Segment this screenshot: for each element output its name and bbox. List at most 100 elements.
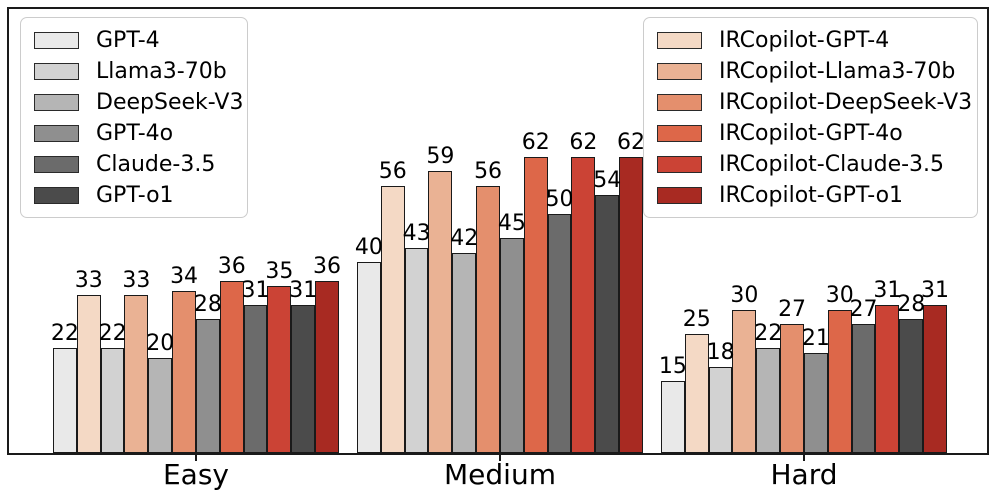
bar-value-label: 27 bbox=[778, 297, 807, 323]
bar-value-label: 25 bbox=[682, 306, 711, 332]
bar-ircopilot-gpt-4-medium bbox=[380, 185, 405, 453]
bar-group-easy: 22 33 22 33 20 34 28 36 31 35 31 36 bbox=[51, 254, 342, 453]
bar-ircopilot-llama3-70b-easy bbox=[124, 295, 149, 453]
bar-value-label: 22 bbox=[754, 320, 783, 346]
bar-col-ircopilot-gpt-4o-hard: 30 bbox=[825, 282, 854, 453]
bar-ircopilot-deepseek-v3-medium bbox=[476, 185, 500, 453]
bar-group-medium: 40 56 43 59 42 56 45 62 50 62 54 62 bbox=[354, 130, 645, 453]
bar-ircopilot-claude-3-5-hard bbox=[875, 305, 900, 453]
bar-col-gpt-4o-easy: 28 bbox=[194, 294, 222, 453]
legend-item-deepseek-v3: DeepSeek-V3 bbox=[31, 87, 243, 118]
bar-value-label: 35 bbox=[265, 258, 294, 284]
bar-value-label: 56 bbox=[378, 158, 407, 184]
bar-col-claude-3-5-medium: 50 bbox=[545, 187, 574, 453]
x-axis-label-medium: Medium bbox=[444, 458, 556, 491]
bar-col-ircopilot-gpt-4-hard: 25 bbox=[682, 306, 711, 453]
bar-col-llama3-70b-hard: 18 bbox=[706, 340, 735, 453]
bar-value-label: 31 bbox=[873, 278, 902, 304]
bar-col-ircopilot-deepseek-v3-hard: 27 bbox=[778, 297, 807, 453]
bar-gpt-o1-medium bbox=[595, 195, 620, 453]
bar-value-label: 28 bbox=[897, 292, 926, 318]
bar-value-label: 33 bbox=[74, 268, 103, 294]
bar-value-label: 30 bbox=[825, 282, 854, 308]
bar-col-ircopilot-gpt-4-easy: 33 bbox=[74, 268, 103, 453]
legend-label: GPT-4o bbox=[96, 120, 174, 146]
bar-ircopilot-gpt-o1-hard bbox=[923, 305, 947, 453]
legend-item-ircopilot-llama3-70b: IRCopilot-Llama3-70b bbox=[654, 56, 967, 87]
legend-label: Llama3-70b bbox=[96, 58, 227, 84]
bar-gpt-4o-easy bbox=[195, 319, 220, 453]
bar-col-ircopilot-gpt-o1-medium: 62 bbox=[617, 132, 645, 453]
bar-col-gpt-4o-hard: 21 bbox=[802, 327, 830, 453]
bar-deepseek-v3-hard bbox=[756, 347, 781, 453]
bar-col-ircopilot-gpt-4-medium: 56 bbox=[378, 158, 407, 453]
legend-item-ircopilot-deepseek-v3: IRCopilot-DeepSeek-V3 bbox=[654, 87, 972, 118]
legend-swatch-ircopilot-gpt-o1 bbox=[657, 187, 702, 204]
legend-swatch-llama3-70b bbox=[34, 63, 79, 80]
legend-item-claude-3-5: Claude-3.5 bbox=[31, 149, 237, 180]
bar-col-claude-3-5-hard: 27 bbox=[849, 297, 878, 453]
bar-gpt-4o-medium bbox=[499, 238, 524, 453]
bar-ircopilot-deepseek-v3-hard bbox=[780, 324, 804, 453]
bar-col-ircopilot-llama3-70b-medium: 59 bbox=[426, 144, 455, 453]
legend-label: Claude-3.5 bbox=[96, 151, 216, 177]
bar-ircopilot-gpt-4o-hard bbox=[827, 309, 852, 453]
bar-col-deepseek-v3-easy: 20 bbox=[146, 330, 175, 453]
bar-ircopilot-deepseek-v3-easy bbox=[172, 290, 196, 453]
bar-col-gpt-4o-medium: 45 bbox=[497, 211, 526, 453]
bar-value-label: 33 bbox=[122, 268, 151, 294]
bar-col-ircopilot-llama3-70b-hard: 30 bbox=[730, 282, 759, 453]
bar-value-label: 50 bbox=[545, 187, 574, 213]
legend-item-gpt-o1: GPT-o1 bbox=[31, 180, 237, 211]
bar-col-deepseek-v3-medium: 42 bbox=[450, 227, 478, 453]
bar-value-label: 27 bbox=[849, 297, 878, 323]
legend-label: IRCopilot-Llama3-70b bbox=[719, 58, 956, 84]
bar-value-label: 31 bbox=[241, 278, 270, 304]
bar-value-label: 36 bbox=[217, 254, 246, 280]
x-axis-label-hard: Hard bbox=[770, 458, 838, 491]
legend-label: IRCopilot-DeepSeek-V3 bbox=[719, 89, 973, 115]
bar-value-label: 30 bbox=[730, 282, 759, 308]
bar-value-label: 34 bbox=[170, 263, 199, 289]
bar-ircopilot-gpt-4o-medium bbox=[523, 157, 548, 453]
bar-value-label: 59 bbox=[426, 144, 455, 170]
bar-ircopilot-gpt-o1-easy bbox=[315, 281, 339, 453]
legend-label: IRCopilot-GPT-4 bbox=[719, 27, 890, 53]
bar-col-ircopilot-llama3-70b-easy: 33 bbox=[122, 268, 151, 453]
bar-ircopilot-gpt-o1-medium bbox=[619, 157, 643, 453]
bar-col-ircopilot-claude-3-5-medium: 62 bbox=[569, 132, 597, 453]
bar-gpt-4-hard bbox=[661, 381, 685, 453]
bar-value-label: 18 bbox=[706, 340, 735, 366]
bar-value-label: 40 bbox=[354, 235, 383, 261]
bar-col-gpt-o1-easy: 31 bbox=[289, 278, 318, 453]
bar-value-label: 31 bbox=[289, 278, 318, 304]
bar-value-label: 45 bbox=[497, 211, 526, 237]
bar-claude-3-5-hard bbox=[851, 324, 876, 453]
bar-gpt-4-easy bbox=[53, 347, 77, 453]
legend-swatch-ircopilot-gpt-4o bbox=[657, 125, 702, 142]
bar-llama3-70b-hard bbox=[708, 367, 733, 453]
bar-col-ircopilot-gpt-4o-easy: 36 bbox=[217, 254, 246, 453]
bar-value-label: 56 bbox=[474, 158, 503, 184]
bar-claude-3-5-easy bbox=[243, 305, 268, 453]
legend-label: IRCopilot-GPT-o1 bbox=[719, 182, 904, 208]
legend-label: DeepSeek-V3 bbox=[96, 89, 244, 115]
bar-col-ircopilot-gpt-4o-medium: 62 bbox=[521, 130, 550, 453]
bar-gpt-o1-hard bbox=[899, 319, 924, 453]
legend-label: IRCopilot-Claude-3.5 bbox=[719, 151, 945, 177]
bar-value-label: 22 bbox=[98, 320, 127, 346]
x-tick-medium bbox=[499, 454, 501, 461]
legend-item-gpt-4o: GPT-4o bbox=[31, 118, 237, 149]
bar-col-gpt-4-medium: 40 bbox=[354, 235, 383, 453]
bar-value-label: 36 bbox=[313, 254, 342, 280]
bar-value-label: 20 bbox=[146, 330, 175, 356]
legend-swatch-ircopilot-claude-3-5 bbox=[657, 156, 702, 173]
bar-value-label: 43 bbox=[402, 220, 431, 246]
bar-col-gpt-o1-hard: 28 bbox=[897, 292, 926, 453]
bar-value-label: 62 bbox=[521, 130, 550, 156]
bar-ircopilot-gpt-4-hard bbox=[684, 333, 709, 453]
bar-col-ircopilot-claude-3-5-easy: 35 bbox=[265, 258, 294, 453]
legend-swatch-gpt-4o bbox=[34, 125, 79, 142]
bar-col-claude-3-5-easy: 31 bbox=[241, 278, 270, 453]
legend-item-ircopilot-claude-3-5: IRCopilot-Claude-3.5 bbox=[654, 149, 967, 180]
